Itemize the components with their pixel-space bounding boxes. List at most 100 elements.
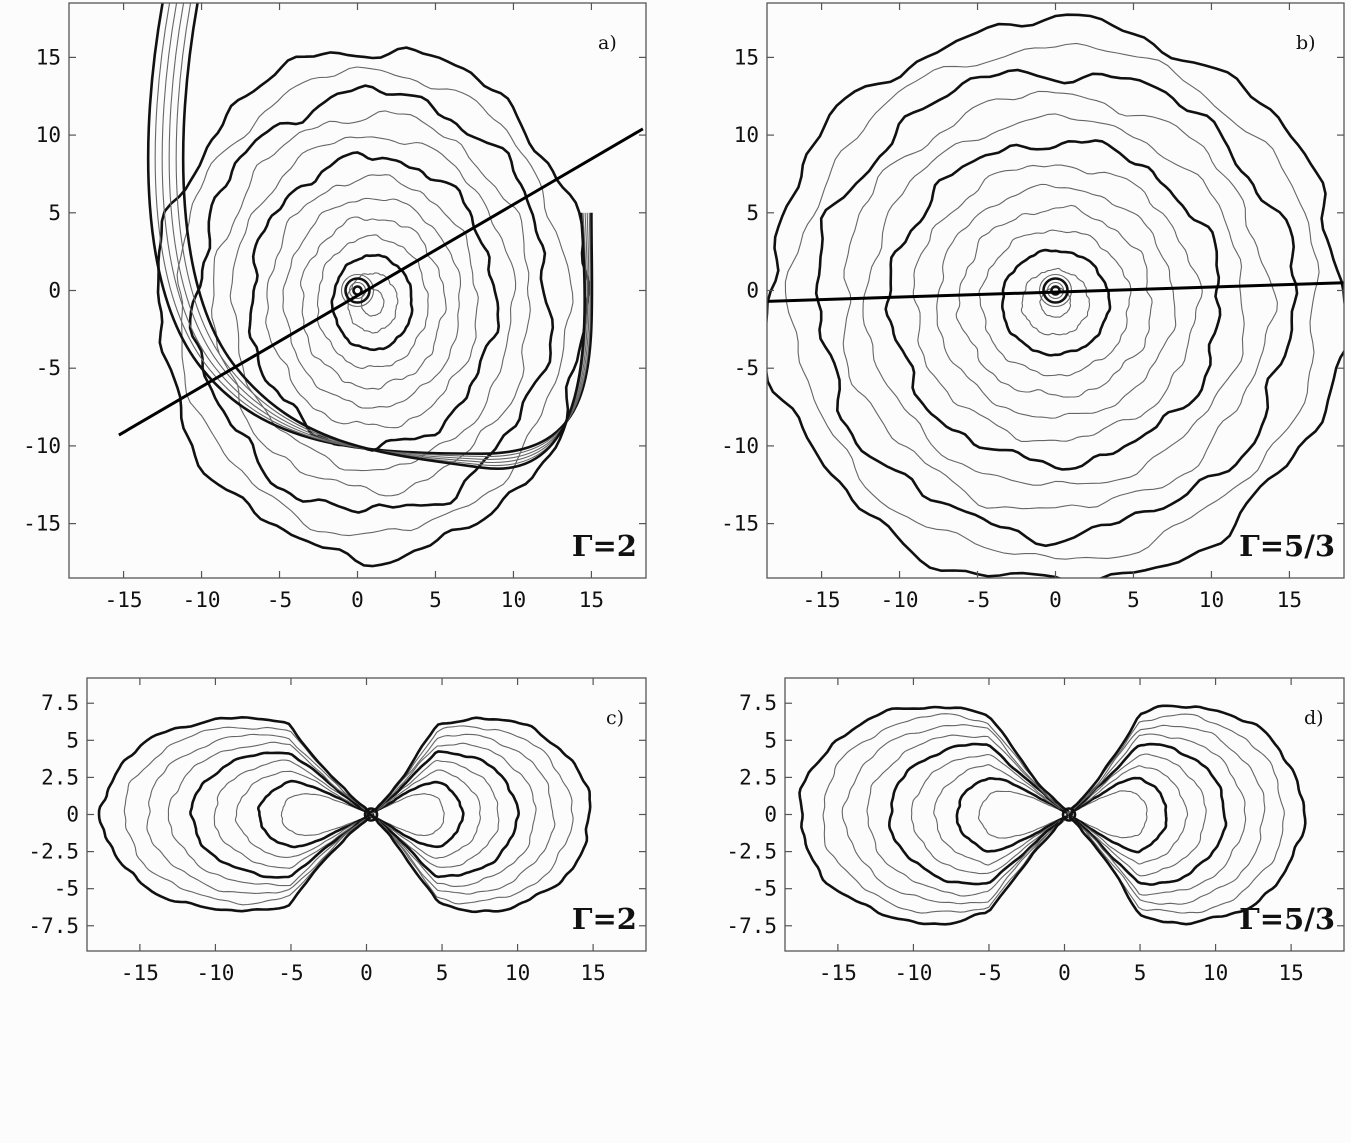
x-tick-label: 15 bbox=[579, 588, 604, 612]
y-tick-label: 7.5 bbox=[41, 691, 79, 715]
x-tick-label: 15 bbox=[580, 961, 605, 985]
x-tick-label: -5 bbox=[278, 961, 303, 985]
contour-line bbox=[933, 764, 1071, 866]
contour-line bbox=[176, 66, 574, 537]
y-tick-label: 0 bbox=[48, 279, 61, 303]
contour-line bbox=[370, 793, 445, 837]
panel-d: -15 -10 -5 0 5 10 15 7.5 5 2.5 0 -2.5 -5 -7.5 d) Γ=5/3 bbox=[726, 677, 1345, 985]
contour-line bbox=[955, 204, 1153, 398]
spiral-arm-contour bbox=[168, 3, 589, 463]
panel-a: -15 -10 -5 0 5 10 15 -15 -10 -5 0 5 10 15 a) Γ=2 bbox=[23, 2, 647, 612]
contour-plot-b bbox=[767, 13, 1344, 578]
panel-c: -15 -10 -5 0 5 10 15 7.5 5 2.5 0 -2.5 -5 -7.5 c) Γ=2 bbox=[28, 677, 647, 985]
contour-line bbox=[97, 715, 373, 913]
y-tick-label: -10 bbox=[721, 434, 759, 458]
panel-b: -15 -10 -5 0 5 10 15 -15 -10 -5 0 5 10 15 b) Γ=5/3 bbox=[721, 2, 1345, 612]
gamma-annotation: Γ=5/3 bbox=[1239, 529, 1335, 563]
y-tick-label: 10 bbox=[734, 123, 759, 147]
spiral-arm-contour bbox=[181, 3, 586, 471]
x-tick-label: -5 bbox=[976, 961, 1001, 985]
spiral-arm-contour bbox=[146, 3, 594, 455]
cut-line bbox=[118, 127, 644, 437]
contour-line bbox=[887, 742, 1074, 886]
contour-line bbox=[282, 197, 462, 409]
contour-line bbox=[866, 734, 1071, 897]
y-tick-label: 2.5 bbox=[41, 765, 79, 789]
y-tick-label: 0 bbox=[66, 803, 79, 827]
y-tick-label: 5 bbox=[66, 728, 79, 752]
contour-line bbox=[841, 724, 1069, 905]
contour-line bbox=[862, 113, 1245, 486]
contour-line bbox=[1068, 753, 1207, 877]
x-tick-label: 0 bbox=[1058, 961, 1071, 985]
y-tick-label: 0 bbox=[746, 279, 759, 303]
contour-line bbox=[814, 68, 1299, 548]
y-tick-label: -2.5 bbox=[28, 840, 79, 864]
y-tick-label: 5 bbox=[746, 201, 759, 225]
contour-line bbox=[300, 216, 447, 390]
x-tick-label: -10 bbox=[196, 961, 234, 985]
x-tick-label: -10 bbox=[894, 961, 932, 985]
contour-line bbox=[978, 229, 1132, 377]
contour-line bbox=[1067, 776, 1168, 854]
contour-line bbox=[330, 253, 414, 352]
x-tick-label: 0 bbox=[351, 588, 364, 612]
contour-line bbox=[229, 136, 517, 472]
contour-line bbox=[977, 790, 1070, 839]
contour-line bbox=[784, 42, 1320, 560]
contour-line bbox=[234, 770, 372, 858]
x-tick-label: -5 bbox=[965, 588, 990, 612]
y-tick-label: -5 bbox=[752, 877, 777, 901]
x-tick-label: 10 bbox=[1203, 961, 1228, 985]
contour-line bbox=[370, 780, 465, 849]
x-tick-label: -15 bbox=[803, 588, 841, 612]
contour-line bbox=[842, 90, 1278, 510]
y-tick-label: -5 bbox=[36, 356, 61, 380]
x-tick-label: 15 bbox=[1277, 588, 1302, 612]
contour-line bbox=[1039, 287, 1072, 318]
panel-label: d) bbox=[1304, 707, 1324, 729]
contour-plot-c bbox=[97, 715, 592, 914]
spiral-arm-contour bbox=[154, 3, 592, 458]
contour-line bbox=[316, 234, 429, 369]
gamma-annotation: Γ=2 bbox=[572, 529, 637, 563]
y-tick-label: -7.5 bbox=[726, 914, 777, 938]
core-contour bbox=[340, 273, 375, 308]
x-tick-label: -15 bbox=[121, 961, 159, 985]
contour-line bbox=[1020, 267, 1091, 336]
contour-line bbox=[188, 84, 555, 514]
y-tick-label: -15 bbox=[721, 512, 759, 536]
contour-line bbox=[189, 751, 374, 879]
x-tick-label: -15 bbox=[105, 588, 143, 612]
y-tick-label: 10 bbox=[36, 123, 61, 147]
x-tick-label: -10 bbox=[183, 588, 221, 612]
contour-line bbox=[123, 726, 373, 906]
contour-line bbox=[211, 110, 531, 497]
x-tick-label: 5 bbox=[1134, 961, 1147, 985]
contour-line bbox=[955, 776, 1071, 853]
contour-line bbox=[910, 753, 1070, 875]
x-tick-label: 5 bbox=[436, 961, 449, 985]
y-tick-label: 15 bbox=[734, 45, 759, 69]
core-contour bbox=[1061, 807, 1077, 822]
contour-line bbox=[167, 741, 371, 887]
gamma-annotation: Γ=2 bbox=[572, 902, 637, 936]
contour-line bbox=[369, 750, 520, 879]
gamma-annotation: Γ=5/3 bbox=[1239, 902, 1335, 936]
y-tick-label: -7.5 bbox=[28, 914, 79, 938]
contour-line bbox=[280, 793, 373, 837]
contour-line bbox=[213, 759, 373, 869]
x-tick-label: -15 bbox=[819, 961, 857, 985]
contour-line bbox=[370, 725, 574, 905]
contour-line bbox=[822, 713, 1072, 914]
x-tick-label: 0 bbox=[360, 961, 373, 985]
y-tick-label: 5 bbox=[48, 201, 61, 225]
contour-line bbox=[1000, 248, 1112, 357]
contour-line bbox=[798, 705, 1074, 926]
x-tick-label: 15 bbox=[1278, 961, 1303, 985]
contour-line bbox=[936, 183, 1177, 419]
core-contour bbox=[344, 277, 371, 304]
x-tick-label: 5 bbox=[429, 588, 442, 612]
y-tick-label: -5 bbox=[734, 356, 759, 380]
